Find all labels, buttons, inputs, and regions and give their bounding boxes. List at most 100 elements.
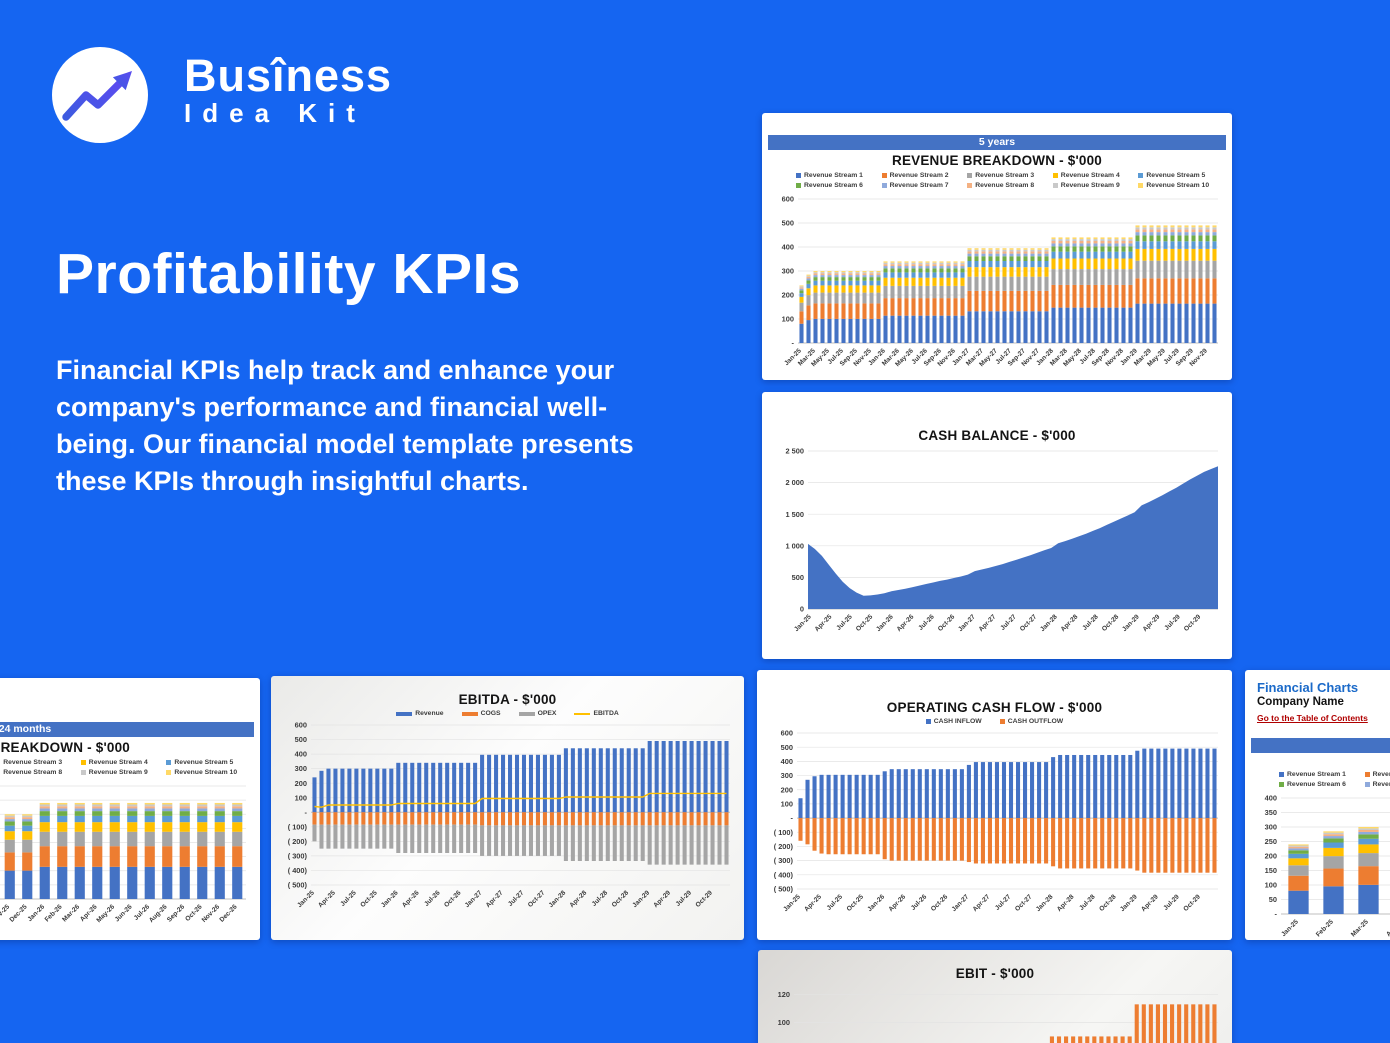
legend-item: Revenue Stream 8 — [967, 182, 1053, 189]
legend-label: Revenue — [415, 710, 444, 717]
svg-text:Jan-28: Jan-28 — [548, 889, 568, 909]
period-badge: 24 months — [0, 722, 254, 737]
svg-text:Aug-26: Aug-26 — [148, 903, 169, 924]
svg-text:( 400): ( 400) — [774, 870, 794, 879]
legend-item: Revenue Stream 6 — [796, 182, 882, 189]
legend-item: Revenue Stream 10 — [166, 769, 252, 776]
svg-text:Oct-27: Oct-27 — [1014, 893, 1034, 913]
svg-text:Jul-27: Jul-27 — [507, 889, 526, 908]
legend-swatch-icon — [166, 760, 172, 765]
svg-text:Jan-25: Jan-25 — [1280, 918, 1300, 938]
svg-text:Mar-25: Mar-25 — [1350, 918, 1370, 938]
svg-text:May-26: May-26 — [95, 903, 116, 924]
svg-text:Oct-29: Oct-29 — [1183, 613, 1203, 633]
legend-label: Revenue Stream 8 — [3, 769, 63, 776]
legend-label: Revenue Stream 7 — [1372, 781, 1390, 788]
svg-text:Oct-26: Oct-26 — [930, 893, 950, 913]
svg-text:350: 350 — [1265, 808, 1277, 817]
svg-text:Jul-27: Jul-27 — [994, 893, 1013, 912]
svg-text:400: 400 — [1265, 794, 1277, 803]
svg-text:Jan-29: Jan-29 — [1119, 893, 1139, 913]
revenue-breakdown-24m-card: 24 months REVENUE BREAKDOWN - $'000 Reve… — [0, 678, 260, 940]
svg-text:Nov-25: Nov-25 — [0, 903, 11, 924]
svg-text:200: 200 — [295, 779, 307, 788]
legend-item: Revenue Stream 7 — [1364, 781, 1390, 788]
legend-swatch-icon — [925, 719, 931, 724]
svg-text:( 100): ( 100) — [288, 822, 308, 831]
svg-text:100: 100 — [295, 793, 307, 802]
svg-text:Oct-25: Oct-25 — [359, 889, 379, 909]
svg-text:Feb-25: Feb-25 — [1315, 918, 1335, 938]
svg-text:300: 300 — [1265, 823, 1277, 832]
legend-item: Revenue Stream 4 — [1052, 172, 1139, 179]
svg-text:2 000: 2 000 — [786, 478, 805, 487]
svg-text:300: 300 — [782, 267, 794, 276]
svg-text:Apr-25: Apr-25 — [1385, 918, 1390, 938]
legend-item: Revenue Stream 4 — [80, 759, 167, 766]
legend-label: Revenue Stream 3 — [3, 759, 63, 766]
svg-text:2 500: 2 500 — [786, 447, 805, 456]
svg-text:600: 600 — [782, 195, 794, 204]
legend-label: Revenue Stream 7 — [889, 182, 949, 189]
legend-swatch-icon — [881, 173, 887, 178]
svg-text:( 300): ( 300) — [774, 856, 794, 865]
svg-text:Dec-26: Dec-26 — [218, 903, 238, 923]
svg-text:400: 400 — [295, 750, 307, 759]
svg-text:Oct-25: Oct-25 — [846, 893, 866, 913]
legend-label: Revenue Stream 6 — [804, 182, 863, 189]
svg-text:500: 500 — [792, 573, 804, 582]
legend-item: Revenue Stream 9 — [1052, 182, 1139, 189]
legend-label: Revenue Stream 2 — [889, 172, 949, 179]
legend-label: CASH OUTFLOW — [1007, 718, 1064, 725]
chart-title: EBITDA - $'000 — [458, 692, 557, 707]
svg-text:Apr-25: Apr-25 — [317, 889, 337, 909]
legend-swatch-icon — [396, 711, 413, 716]
legend-item: Revenue Stream 2 — [1364, 771, 1390, 778]
svg-text:Feb-26: Feb-26 — [44, 903, 64, 923]
ebitda-chart: 600 500 400 300 200 100 - ( 100) ( 200) ( 300) ( 4… — [288, 721, 730, 909]
svg-text:500: 500 — [782, 219, 794, 228]
legend-swatch-icon — [1138, 183, 1144, 188]
svg-text:Jan-26: Jan-26 — [875, 613, 895, 633]
legend-swatch-icon — [1052, 183, 1058, 188]
svg-text:Jul-27: Jul-27 — [999, 613, 1018, 632]
brand-line2: Idea Kit — [184, 98, 366, 129]
legend-label: Revenue Stream 2 — [1372, 771, 1390, 778]
svg-text:Jan-29: Jan-29 — [1121, 613, 1141, 633]
svg-text:Apr-27: Apr-27 — [972, 893, 992, 913]
svg-text:Jul-29: Jul-29 — [675, 889, 694, 908]
svg-text:0: 0 — [800, 605, 804, 614]
brand-wordmark: Busîness Idea Kit — [184, 52, 392, 129]
svg-text:Oct-26: Oct-26 — [937, 613, 957, 633]
svg-text:Jan-28: Jan-28 — [1039, 613, 1059, 633]
svg-text:Oct-28: Oct-28 — [1101, 613, 1121, 633]
svg-text:Oct-28: Oct-28 — [1098, 893, 1118, 913]
svg-text:250: 250 — [1265, 837, 1277, 846]
svg-text:Jul-28: Jul-28 — [591, 889, 610, 908]
svg-text:300: 300 — [295, 764, 307, 773]
svg-text:Oct-29: Oct-29 — [694, 889, 714, 909]
svg-text:50: 50 — [1269, 895, 1277, 904]
revenue-breakdown-5y-card: 5 years REVENUE BREAKDOWN - $'000 Revenu… — [762, 113, 1232, 380]
svg-text:Jul-29: Jul-29 — [1163, 613, 1182, 632]
chart-legend: Revenue COGS OPEX EBITDA — [271, 707, 744, 717]
svg-text:-: - — [791, 814, 794, 823]
legend-item: Revenue Stream 8 — [0, 769, 81, 776]
svg-text:Oct-28: Oct-28 — [611, 889, 631, 909]
legend-item: Revenue — [396, 710, 444, 717]
legend-item: Revenue Stream 10 — [1138, 182, 1224, 189]
svg-text:Jan-27: Jan-27 — [957, 613, 977, 633]
svg-text:Jan-26: Jan-26 — [26, 903, 46, 923]
ebit-card: EBIT - $'000 12010080604020-Jan-25Apr-25… — [758, 950, 1232, 1043]
legend-label: OPEX — [537, 710, 557, 717]
chart-title: REVENUE BREAKDOWN - $'000 — [0, 740, 130, 755]
legend-item: Revenue Stream 2 — [881, 172, 968, 179]
svg-text:Jul-25: Jul-25 — [826, 893, 845, 912]
legend-swatch-icon — [999, 719, 1005, 724]
svg-text:Jan-27: Jan-27 — [464, 889, 484, 909]
legend-swatch-icon — [1279, 772, 1284, 777]
legend-item: Revenue Stream 1 — [1279, 771, 1365, 778]
table-of-contents-link[interactable]: Go to the Table of Contents — [1257, 713, 1368, 723]
svg-text:Jul-25: Jul-25 — [835, 613, 854, 632]
legend-label: Revenue Stream 4 — [1060, 172, 1120, 179]
